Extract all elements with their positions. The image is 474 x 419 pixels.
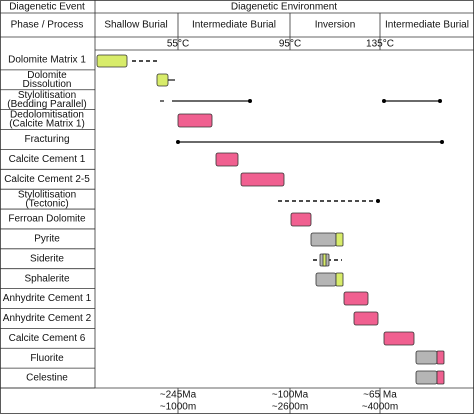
- bar-end: [382, 99, 386, 103]
- event-label: Fluorite: [30, 353, 64, 364]
- stage-label: Intermediate Burial: [192, 20, 276, 31]
- event-label: Stylolitisation: [18, 189, 76, 200]
- event-label: Dissolution: [23, 79, 72, 90]
- header-label: Diagenetic Environment: [231, 2, 337, 13]
- bar: [310, 232, 337, 247]
- timing-bars: [96, 54, 445, 385]
- stage-label: Inversion: [315, 20, 356, 31]
- event-label: Siderite: [30, 253, 64, 264]
- depth-label: ~4000m: [362, 402, 398, 413]
- stage-label: Shallow Burial: [104, 20, 167, 31]
- bar: [436, 350, 445, 365]
- event-label: Fracturing: [24, 134, 69, 145]
- event-label: (Bedding Parallel): [7, 99, 87, 110]
- event-label: Calcite Cement 6: [9, 333, 86, 344]
- event-label: Ferroan Dolomite: [8, 214, 86, 225]
- event-label: Celestine: [26, 373, 68, 384]
- bar: [436, 370, 445, 385]
- header-label: Diagenetic Event: [9, 2, 85, 13]
- bar-end: [248, 99, 252, 103]
- age-label: ~100Ma: [272, 390, 309, 401]
- temperature-label: 55°C: [167, 39, 189, 50]
- depth-label: ~2600m: [272, 402, 308, 413]
- bar: [343, 291, 369, 306]
- age-label: ~245Ma: [160, 390, 197, 401]
- bar: [335, 232, 344, 247]
- age-label: ~65 Ma: [363, 390, 397, 401]
- event-label: (Tectonic): [25, 198, 68, 209]
- event-label: Dolomite: [27, 70, 67, 81]
- bar: [415, 370, 438, 385]
- bar-end: [376, 199, 380, 203]
- event-label: Stylolitisation: [18, 90, 76, 101]
- event-label: (Calcite Matrix 1): [9, 119, 85, 130]
- bar: [383, 331, 415, 346]
- bar: [215, 152, 239, 167]
- event-label: Pyrite: [34, 234, 60, 245]
- event-label: Anhydrite Cement 1: [3, 293, 92, 304]
- bar: [335, 272, 344, 287]
- bar: [322, 253, 327, 267]
- event-label: Calcite Cement 1: [9, 154, 86, 165]
- bar: [415, 350, 438, 365]
- stage-label: Intermediate Burial: [385, 20, 469, 31]
- event-label: Dedolomitisation: [10, 110, 84, 121]
- bar-end: [438, 99, 442, 103]
- event-label: Anhydrite Cement 2: [3, 313, 92, 324]
- depth-label: ~1000m: [160, 402, 196, 413]
- event-label: Calcite Cement 2-5: [4, 174, 90, 185]
- bar: [353, 311, 379, 326]
- temperature-label: 135°C: [366, 39, 394, 50]
- event-label: Dolomite Matrix 1: [8, 55, 86, 66]
- event-label: Sphalerite: [24, 273, 69, 284]
- bar: [290, 212, 312, 227]
- bar-end: [176, 140, 180, 144]
- bar-end: [440, 140, 444, 144]
- header-label: Phase / Process: [11, 20, 84, 31]
- bar: [177, 113, 213, 128]
- bar: [156, 73, 169, 87]
- bar: [96, 54, 128, 68]
- bar: [240, 172, 285, 187]
- temperature-label: 95°C: [279, 39, 301, 50]
- bar: [315, 272, 337, 287]
